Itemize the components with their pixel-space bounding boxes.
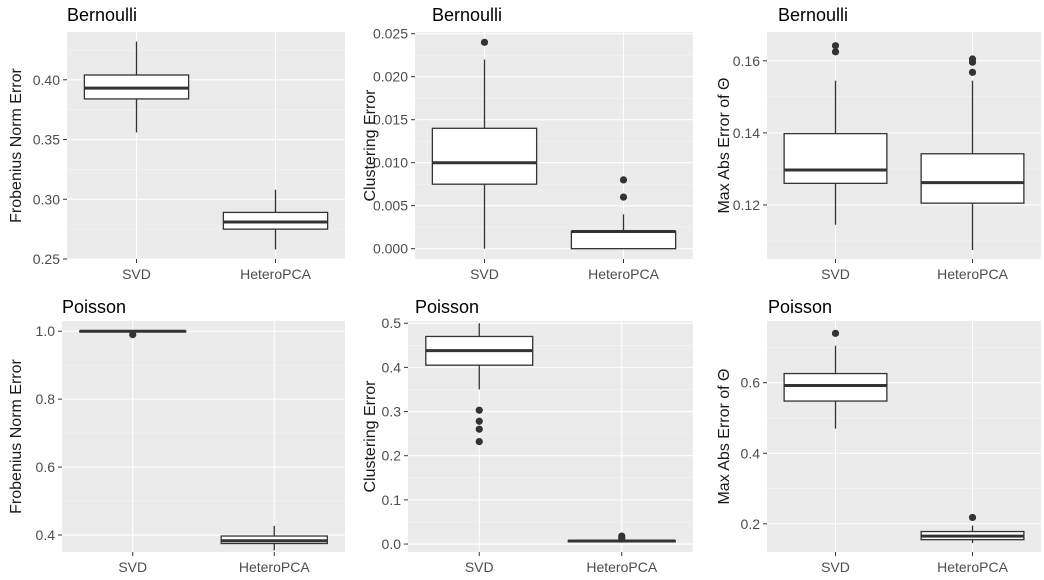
x-tick-label: SVD <box>465 559 494 575</box>
box-HeteroPCA <box>920 55 1025 250</box>
x-tick-label: SVD <box>122 266 151 282</box>
x-tick-label: HeteroPCA <box>240 266 311 282</box>
panel-title: Bernoulli <box>778 5 848 25</box>
box-HeteroPCA <box>220 525 328 551</box>
box-iqr <box>783 132 888 184</box>
box-SVD <box>425 323 534 446</box>
box-HeteroPCA <box>567 532 676 543</box>
y-tick-label: 0.12 <box>733 197 760 213</box>
y-tick-label: 0.4 <box>382 359 402 375</box>
y-tick-label: 0.015 <box>373 112 408 128</box>
x-tick-label: HeteroPCA <box>239 559 310 575</box>
y-tick-label: 1.0 <box>36 323 56 339</box>
panel-6: 0.2 0.4 0.6 SVD HeteroPCA Poisson Max Abs Erro… <box>716 297 1041 575</box>
x-tick-label: HeteroPCA <box>586 559 657 575</box>
y-tick-label: 0.000 <box>373 241 408 257</box>
y-tick-label: 0.2 <box>382 448 402 464</box>
y-tick-label: 0.40 <box>33 72 60 88</box>
y-tick-label: 0.35 <box>33 132 60 148</box>
y-axis-title: Max Abs Error of Θ <box>716 77 733 213</box>
y-tick-label: 0.8 <box>36 391 56 407</box>
panel-3: 0.12 0.14 0.16 SVD HeteroPCA Bernoulli Max Abs… <box>716 5 1041 282</box>
y-tick-label: 0.14 <box>733 125 760 141</box>
x-tick-label: SVD <box>821 559 850 575</box>
outlier-point <box>968 55 977 63</box>
box-iqr <box>783 372 888 402</box>
outlier-point <box>968 513 977 522</box>
x-tick-label: HeteroPCA <box>937 559 1008 575</box>
box-HeteroPCA <box>570 176 677 250</box>
outlier-point <box>831 329 840 337</box>
y-tick-label: 0.30 <box>33 191 60 207</box>
outlier-point <box>475 437 483 446</box>
y-tick-label: 0.25 <box>33 251 60 267</box>
panel-background <box>767 321 1041 552</box>
outlier-point <box>475 417 483 425</box>
panel-4: 0.4 0.6 0.8 1.0 SVD HeteroPCA Poisson Frobenius… <box>8 297 345 575</box>
y-axis-title: Frobenius Norm Error <box>8 358 25 513</box>
outlier-point <box>619 193 628 201</box>
panel-title: Bernoulli <box>432 5 502 25</box>
outlier-point <box>480 38 489 46</box>
y-tick-label: 0.010 <box>373 155 408 171</box>
panel-title: Poisson <box>62 297 126 317</box>
outlier-point <box>129 330 137 339</box>
box-SVD <box>79 329 187 339</box>
box-SVD <box>783 42 888 225</box>
y-tick-label: 0.0 <box>382 536 402 552</box>
y-tick-label: 0.005 <box>373 198 408 214</box>
x-tick-label: SVD <box>118 559 147 575</box>
y-tick-label: 0.020 <box>373 69 408 85</box>
y-tick-label: 0.5 <box>382 315 402 331</box>
x-tick-label: HeteroPCA <box>588 266 659 282</box>
y-tick-label: 0.2 <box>741 516 761 532</box>
box-SVD <box>431 38 538 249</box>
y-tick-label: 0.1 <box>382 492 402 508</box>
outlier-point <box>968 68 977 76</box>
y-tick-label: 0.16 <box>733 53 760 69</box>
panel-5: 0.0 0.1 0.2 0.3 0.4 0.5 SVD HeteroPCA Poisson Clu… <box>362 297 693 575</box>
panel-title: Poisson <box>415 297 479 317</box>
outlier-point <box>618 532 626 540</box>
x-tick-label: SVD <box>470 266 499 282</box>
box-iqr <box>920 153 1025 204</box>
panel-1: 0.25 0.30 0.35 0.40 SVD HeteroPCA Bernoulli Fro… <box>8 5 345 282</box>
box-SVD <box>83 41 190 133</box>
panel-title: Bernoulli <box>67 5 137 25</box>
outlier-point <box>619 176 628 184</box>
panel-title: Poisson <box>768 297 832 317</box>
outlier-point <box>475 425 483 433</box>
y-tick-label: 0.4 <box>36 527 56 543</box>
x-tick-label: HeteroPCA <box>937 266 1008 282</box>
box-iqr <box>431 127 538 185</box>
y-tick-label: 0.6 <box>36 459 56 475</box>
y-tick-label: 0.6 <box>741 375 761 391</box>
outlier-point <box>831 42 840 50</box>
box-HeteroPCA <box>222 189 329 250</box>
panel-background <box>62 321 345 552</box>
y-axis-title: Frobenius Norm Error <box>8 67 25 222</box>
outlier-point <box>475 406 483 414</box>
y-axis-title: Clustering Error <box>362 89 379 202</box>
y-axis-title: Max Abs Error of Θ <box>716 368 733 504</box>
outlier-point <box>831 48 840 56</box>
y-tick-label: 0.025 <box>373 26 408 42</box>
y-axis-title: Clustering Error <box>362 380 379 493</box>
y-tick-label: 0.3 <box>382 404 402 420</box>
box-iqr <box>570 230 677 250</box>
box-SVD <box>783 329 888 429</box>
y-tick-label: 0.4 <box>741 445 761 461</box>
box-HeteroPCA <box>920 513 1025 544</box>
x-tick-label: SVD <box>821 266 850 282</box>
panel-2: 0.000 0.005 0.010 0.015 0.020 0.025 SVD HeteroP… <box>362 5 693 282</box>
